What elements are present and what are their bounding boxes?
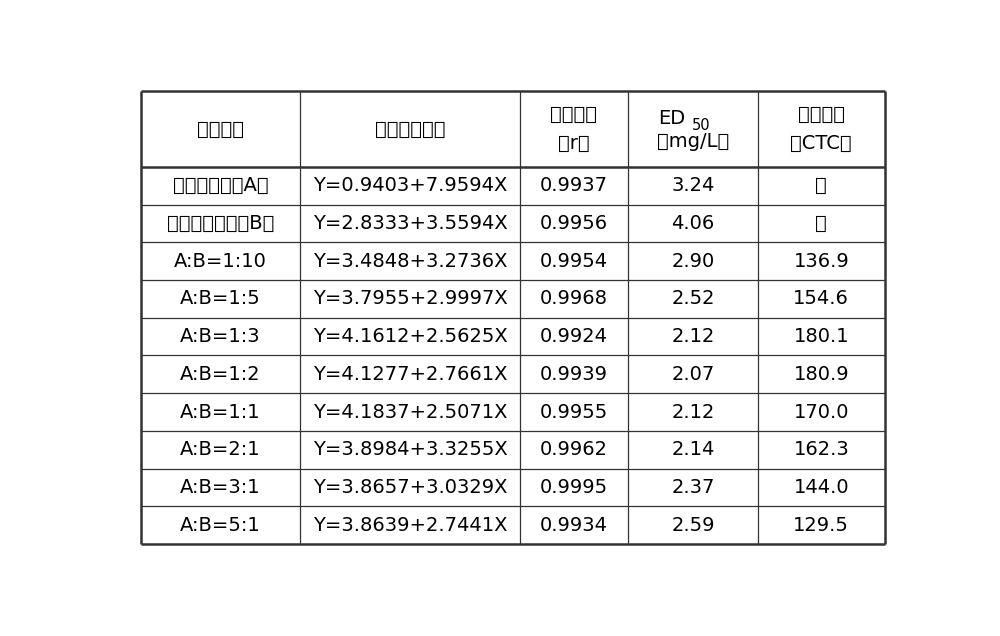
Text: Y=3.7955+2.9997X: Y=3.7955+2.9997X	[313, 289, 508, 308]
Text: 0.9956: 0.9956	[540, 214, 608, 233]
Text: Y=4.1837+2.5071X: Y=4.1837+2.5071X	[313, 403, 507, 422]
Text: 0.9924: 0.9924	[540, 327, 608, 346]
Text: Y=4.1277+2.7661X: Y=4.1277+2.7661X	[313, 365, 507, 384]
Text: 2.12: 2.12	[671, 327, 715, 346]
Text: A:B=5:1: A:B=5:1	[180, 516, 261, 535]
Text: 2.37: 2.37	[671, 478, 715, 497]
Text: Y=0.9403+7.9594X: Y=0.9403+7.9594X	[313, 176, 507, 195]
Text: 0.9962: 0.9962	[540, 440, 608, 459]
Text: 2.52: 2.52	[671, 289, 715, 308]
Text: 170.0: 170.0	[794, 403, 849, 422]
Text: 2.12: 2.12	[671, 403, 715, 422]
Text: －: －	[815, 176, 827, 195]
Text: 129.5: 129.5	[793, 516, 849, 535]
Text: 144.0: 144.0	[793, 478, 849, 497]
Text: （r）: （r）	[558, 134, 590, 153]
Text: Y=3.8657+3.0329X: Y=3.8657+3.0329X	[313, 478, 507, 497]
Text: 0.9954: 0.9954	[540, 252, 608, 271]
Text: 2.14: 2.14	[671, 440, 715, 459]
Text: A:B=1:10: A:B=1:10	[174, 252, 267, 271]
Text: （mg/L）: （mg/L）	[657, 132, 729, 151]
Text: A:B=2:1: A:B=2:1	[180, 440, 261, 459]
Text: A:B=1:5: A:B=1:5	[180, 289, 261, 308]
Text: 2.59: 2.59	[671, 516, 715, 535]
Text: 2.07: 2.07	[671, 365, 715, 384]
Text: Y=3.4848+3.2736X: Y=3.4848+3.2736X	[313, 252, 507, 271]
Text: 药剂处理: 药剂处理	[197, 120, 244, 139]
Text: 0.9968: 0.9968	[540, 289, 608, 308]
Text: 4.06: 4.06	[671, 214, 715, 233]
Text: 氯吡嘧磺隆（A）: 氯吡嘧磺隆（A）	[173, 176, 268, 195]
Text: Y=3.8984+3.3255X: Y=3.8984+3.3255X	[313, 440, 508, 459]
Text: 180.9: 180.9	[793, 365, 849, 384]
Text: 0.9995: 0.9995	[540, 478, 608, 497]
Text: Y=2.8333+3.5594X: Y=2.8333+3.5594X	[313, 214, 508, 233]
Text: 毒力回归方程: 毒力回归方程	[375, 120, 445, 139]
Text: 0.9937: 0.9937	[540, 176, 608, 195]
Text: 50: 50	[691, 118, 710, 132]
Text: 共毒系数: 共毒系数	[798, 105, 845, 124]
Text: －: －	[815, 214, 827, 233]
Text: 3.24: 3.24	[671, 176, 715, 195]
Text: 0.9955: 0.9955	[540, 403, 608, 422]
Text: Y=3.8639+2.7441X: Y=3.8639+2.7441X	[313, 516, 507, 535]
Text: （CTC）: （CTC）	[790, 134, 852, 153]
Text: 0.9939: 0.9939	[540, 365, 608, 384]
Text: 0.9934: 0.9934	[540, 516, 608, 535]
Text: A:B=1:2: A:B=1:2	[180, 365, 261, 384]
Text: ED: ED	[658, 109, 685, 128]
Text: A:B=1:1: A:B=1:1	[180, 403, 261, 422]
Text: A:B=3:1: A:B=3:1	[180, 478, 261, 497]
Text: A:B=1:3: A:B=1:3	[180, 327, 261, 346]
Text: 136.9: 136.9	[793, 252, 849, 271]
Text: 2.90: 2.90	[671, 252, 715, 271]
Text: 氯氟吡氧乙酸（B）: 氯氟吡氧乙酸（B）	[167, 214, 274, 233]
Text: 154.6: 154.6	[793, 289, 849, 308]
Text: 相关系数: 相关系数	[550, 105, 597, 124]
Text: 162.3: 162.3	[793, 440, 849, 459]
Text: 180.1: 180.1	[793, 327, 849, 346]
Text: Y=4.1612+2.5625X: Y=4.1612+2.5625X	[313, 327, 508, 346]
